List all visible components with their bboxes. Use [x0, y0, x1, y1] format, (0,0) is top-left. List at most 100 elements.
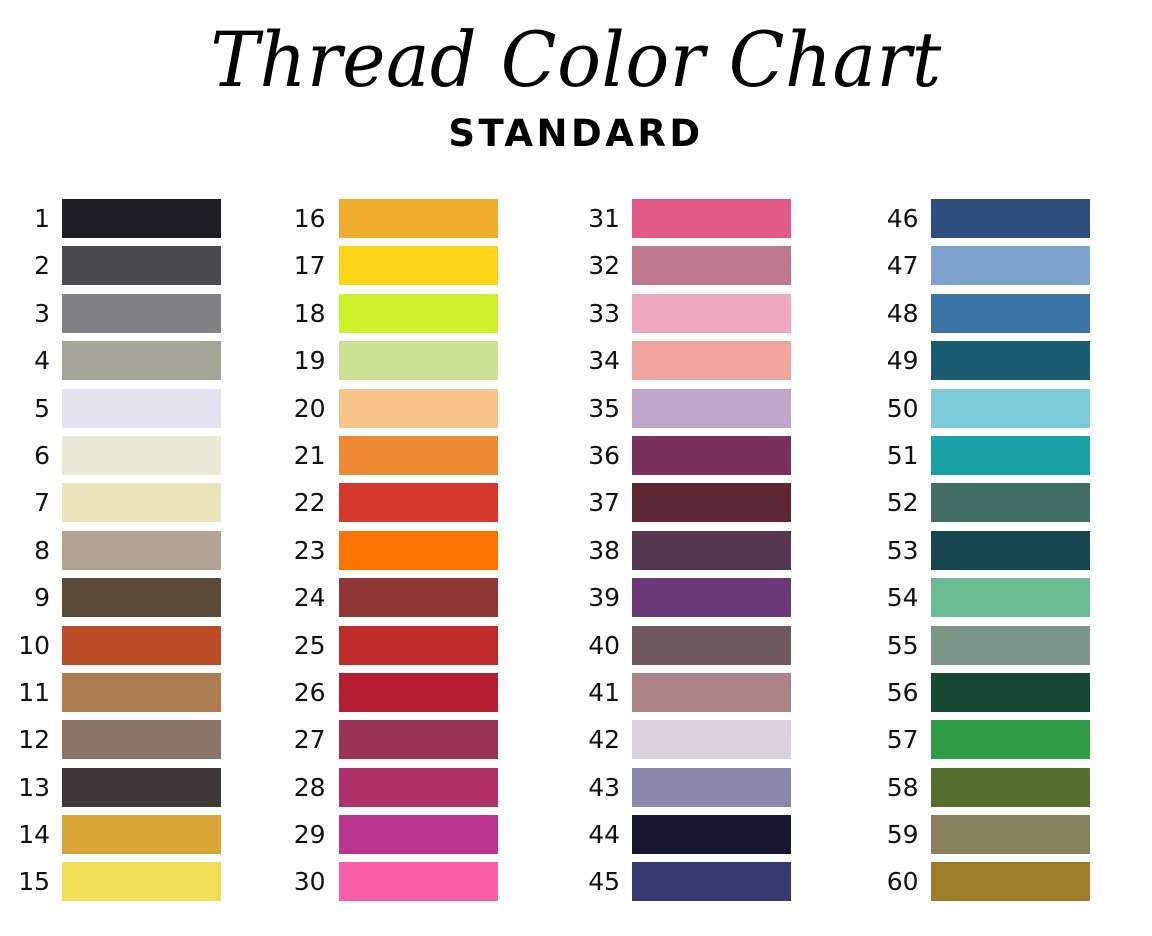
swatch-number: 45 [588, 867, 620, 897]
color-swatch[interactable] [930, 341, 1090, 381]
swatch-row: 28 [284, 767, 568, 815]
color-swatch[interactable] [930, 815, 1090, 855]
color-swatch[interactable] [930, 199, 1090, 238]
color-swatch[interactable] [62, 862, 221, 902]
color-swatch[interactable] [62, 530, 221, 570]
color-swatch[interactable] [632, 720, 791, 760]
swatch-number: 5 [34, 393, 50, 423]
color-swatch[interactable] [338, 767, 498, 807]
swatch-number: 3 [34, 298, 50, 328]
color-swatch[interactable] [338, 720, 498, 760]
swatch-row: 1 [0, 199, 284, 246]
swatch-number: 39 [588, 583, 620, 613]
color-swatch[interactable] [62, 388, 221, 428]
swatch-number: 28 [293, 772, 326, 802]
color-swatch[interactable] [338, 578, 498, 618]
color-swatch[interactable] [632, 246, 791, 286]
color-swatch[interactable] [632, 530, 791, 570]
swatch-number: 8 [34, 535, 50, 565]
color-swatch[interactable] [338, 815, 498, 855]
swatch-row: 30 [284, 862, 568, 909]
swatch-number: 13 [18, 772, 50, 802]
color-swatch[interactable] [338, 483, 498, 523]
swatch-row: 43 [576, 767, 860, 815]
swatch-number: 21 [293, 440, 326, 470]
swatch-row: 16 [284, 199, 568, 246]
swatch-row: 57 [869, 720, 1152, 767]
swatch-row: 60 [869, 862, 1152, 909]
swatch-row: 58 [869, 767, 1152, 815]
color-swatch[interactable] [338, 246, 498, 286]
color-swatch[interactable] [930, 720, 1090, 760]
swatch-number: 27 [293, 725, 326, 755]
color-swatch[interactable] [632, 199, 791, 238]
color-swatch[interactable] [632, 578, 791, 618]
color-swatch[interactable] [632, 672, 791, 712]
color-swatch[interactable] [930, 530, 1090, 570]
color-swatch[interactable] [930, 483, 1090, 523]
color-swatch[interactable] [62, 483, 221, 523]
color-swatch[interactable] [338, 341, 498, 381]
color-swatch[interactable] [632, 435, 791, 475]
color-swatch[interactable] [632, 767, 791, 807]
swatch-number: 50 [886, 393, 919, 423]
color-swatch[interactable] [338, 672, 498, 712]
swatch-number: 34 [588, 346, 620, 376]
color-swatch[interactable] [930, 767, 1090, 807]
swatch-number: 59 [886, 820, 919, 850]
color-swatch[interactable] [62, 199, 221, 238]
color-swatch[interactable] [632, 293, 791, 333]
color-swatch[interactable] [930, 578, 1090, 618]
swatch-row: 7 [0, 483, 284, 530]
color-swatch[interactable] [62, 767, 221, 807]
color-swatch[interactable] [338, 530, 498, 570]
color-swatch[interactable] [62, 578, 221, 618]
color-swatch[interactable] [632, 388, 791, 428]
color-swatch[interactable] [338, 435, 498, 475]
swatch-number: 14 [18, 820, 50, 850]
color-swatch[interactable] [62, 341, 221, 381]
swatch-number: 18 [293, 298, 326, 328]
color-swatch[interactable] [62, 293, 221, 333]
swatch-number: 29 [293, 820, 326, 850]
swatch-row: 8 [0, 530, 284, 578]
color-swatch[interactable] [930, 625, 1090, 665]
swatch-number: 25 [293, 630, 326, 660]
color-swatch[interactable] [338, 293, 498, 333]
swatch-number: 30 [293, 867, 326, 897]
color-swatch[interactable] [632, 483, 791, 523]
color-swatch[interactable] [338, 199, 498, 238]
color-swatch[interactable] [338, 862, 498, 902]
swatch-row: 45 [576, 862, 860, 909]
color-swatch[interactable] [930, 672, 1090, 712]
color-swatch[interactable] [62, 246, 221, 286]
color-swatch[interactable] [930, 435, 1090, 475]
color-swatch[interactable] [930, 388, 1090, 428]
color-swatch[interactable] [930, 862, 1090, 902]
swatch-number: 20 [293, 393, 326, 423]
color-swatch[interactable] [632, 625, 791, 665]
color-swatch[interactable] [338, 625, 498, 665]
color-swatch[interactable] [62, 720, 221, 760]
color-swatch[interactable] [930, 246, 1090, 286]
color-swatch[interactable] [62, 435, 221, 475]
swatch-row: 12 [0, 720, 284, 767]
swatch-column-4: 46 47 48 49 50 51 52 53 54 55 56 57 58 59 60 [869, 199, 1152, 910]
color-swatch[interactable] [632, 341, 791, 381]
color-swatch[interactable] [62, 815, 221, 855]
swatch-row: 23 [284, 530, 568, 578]
swatch-row: 35 [576, 388, 860, 436]
color-swatch[interactable] [930, 293, 1090, 333]
swatch-row: 10 [0, 625, 284, 673]
swatch-number: 37 [588, 488, 620, 518]
color-swatch[interactable] [62, 672, 221, 712]
swatch-row: 40 [576, 625, 860, 673]
color-swatch[interactable] [632, 862, 791, 902]
color-swatch[interactable] [62, 625, 221, 665]
swatch-row: 13 [0, 767, 284, 815]
swatch-number: 41 [588, 677, 620, 707]
swatch-number: 9 [34, 583, 50, 613]
swatch-number: 46 [886, 204, 919, 233]
color-swatch[interactable] [338, 388, 498, 428]
color-swatch[interactable] [632, 815, 791, 855]
